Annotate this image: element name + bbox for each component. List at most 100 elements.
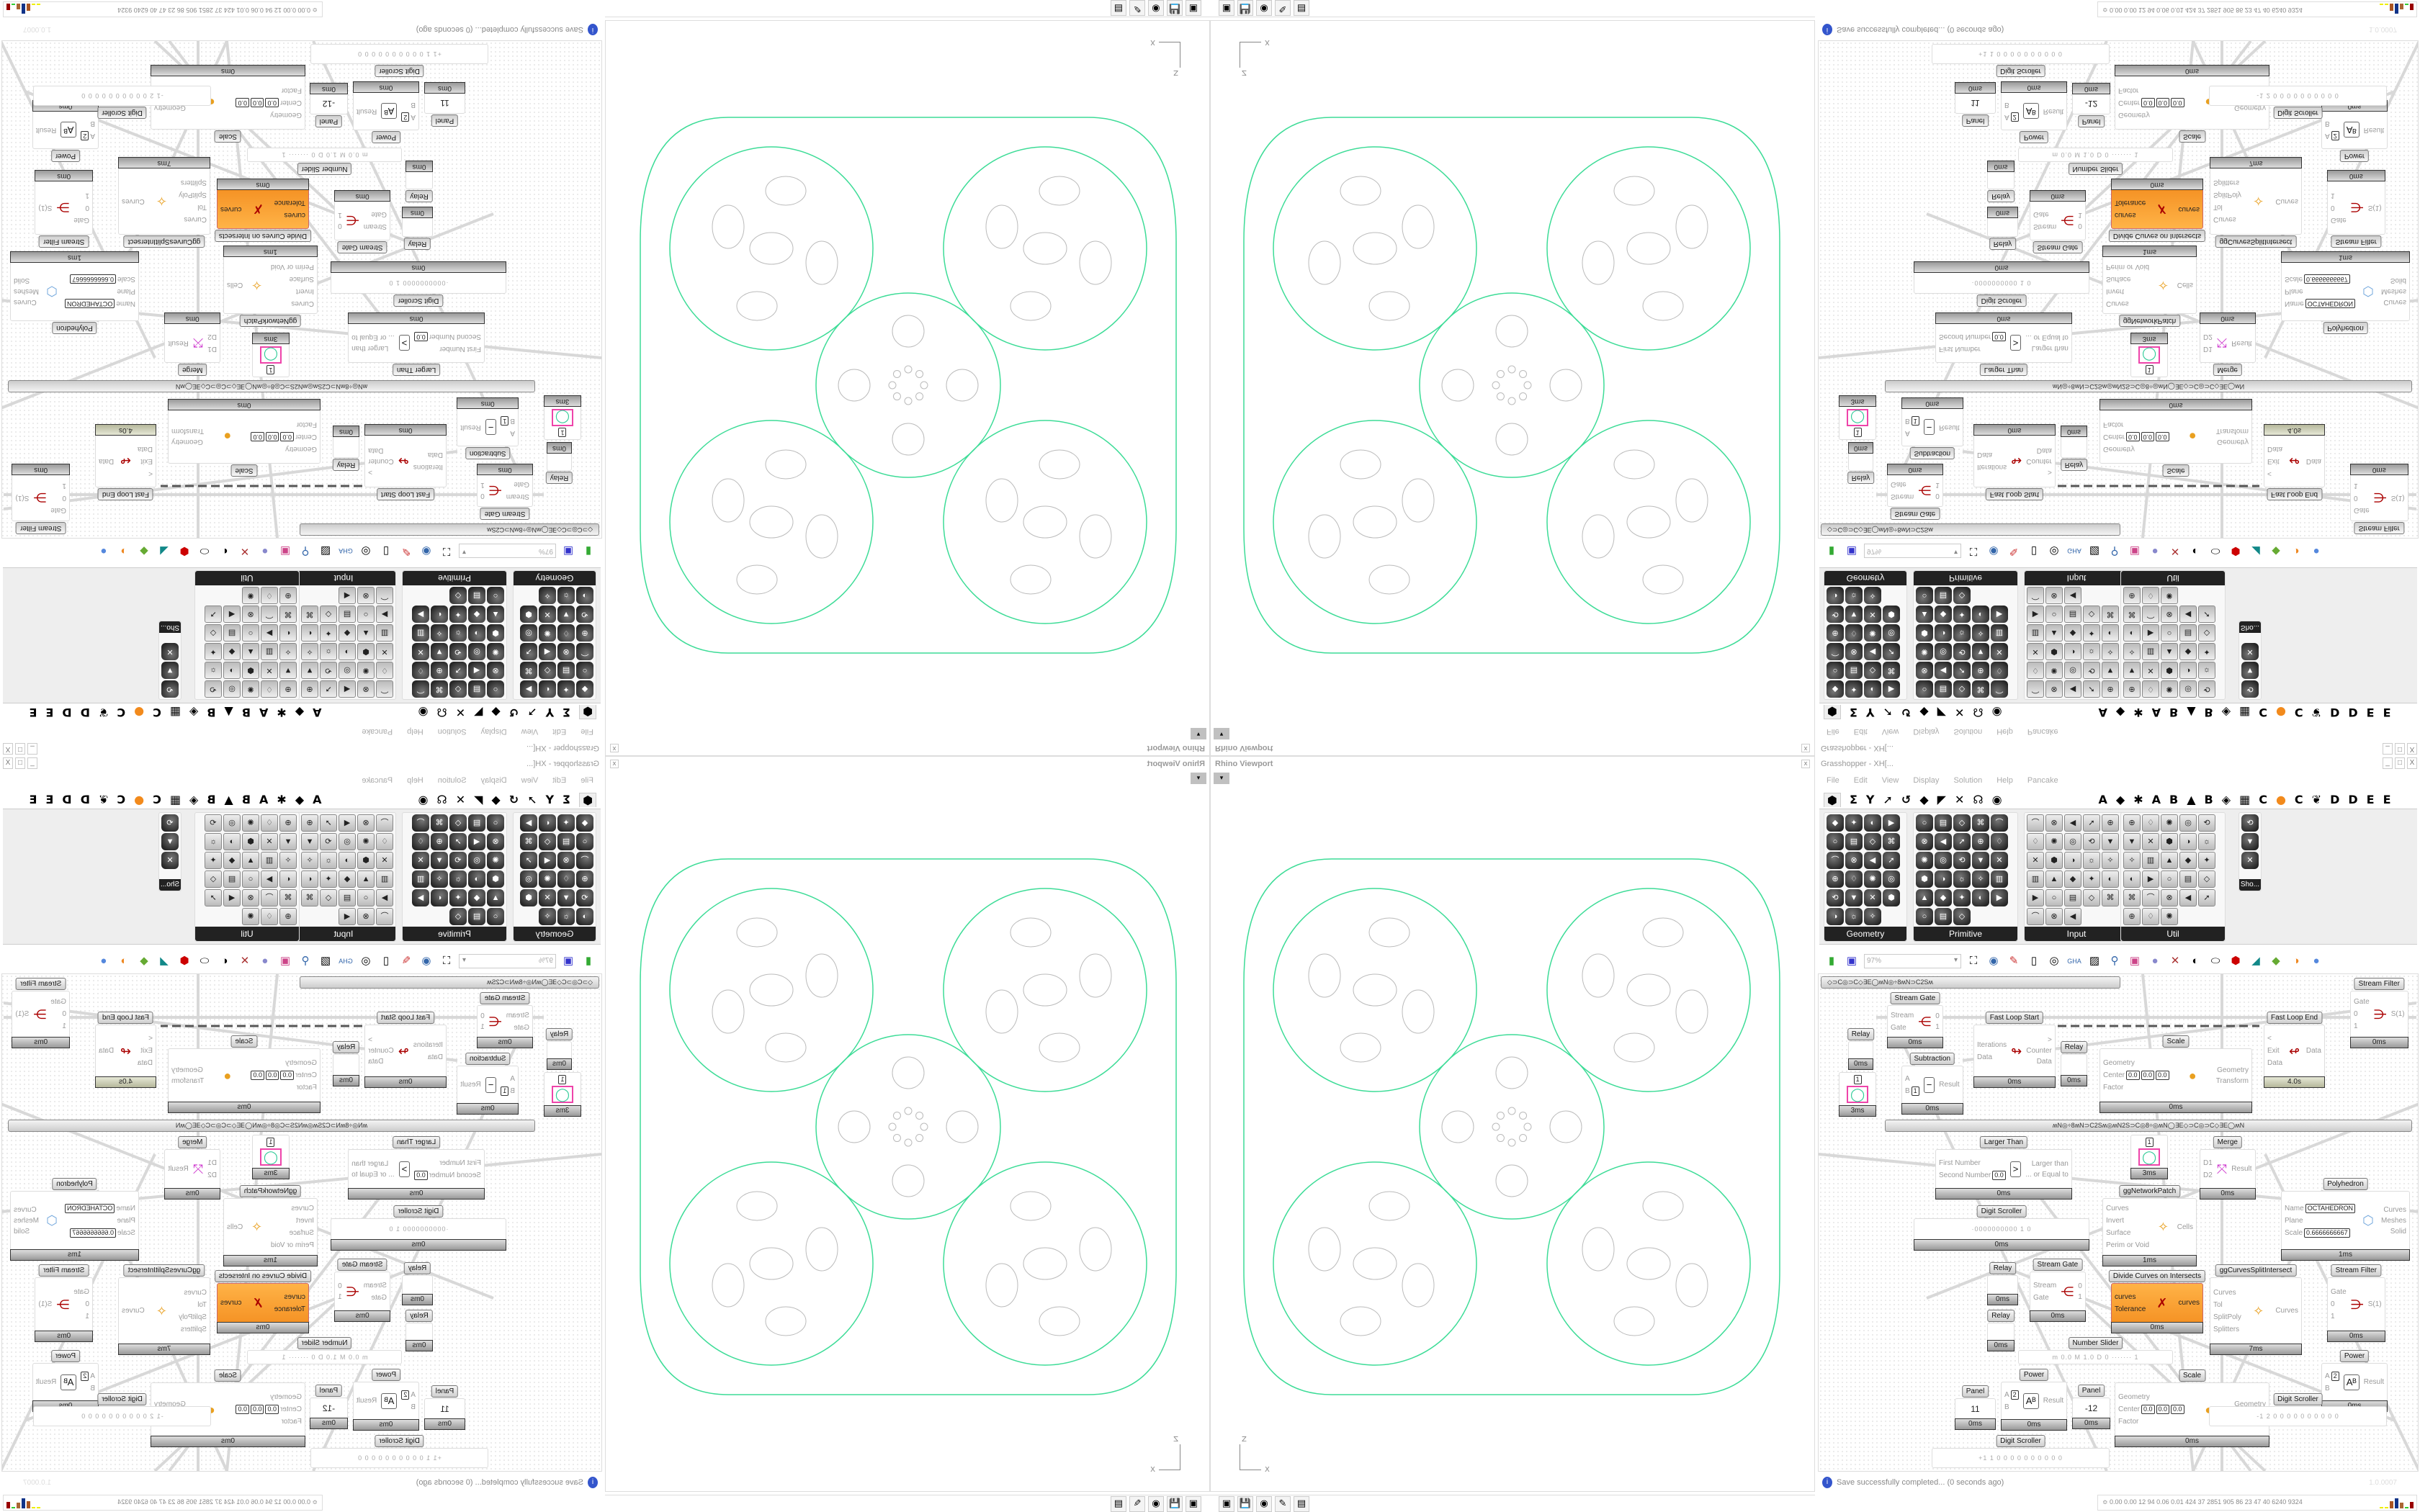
component-tool-icon[interactable]: ▶: [2142, 624, 2159, 642]
rhino-viewport[interactable]: Rhino Viewport x ▾ Z X: [605, 20, 1210, 756]
component-tool-icon[interactable]: ○: [357, 606, 375, 623]
component-tool-icon[interactable]: ◐: [2102, 870, 2119, 888]
input-value[interactable]: ·0000000000 1 0: [1971, 279, 2032, 287]
component-tool-icon[interactable]: ▲: [1916, 889, 1933, 906]
image-icon[interactable]: ▨: [2089, 955, 2100, 967]
menu-view[interactable]: View: [521, 776, 539, 785]
component-title[interactable]: Stream Filter: [39, 1264, 89, 1277]
component-tool-icon[interactable]: ◑: [2064, 643, 2081, 660]
input-value[interactable]: 0.0: [2156, 98, 2170, 107]
component-tool-icon[interactable]: ✺: [1864, 870, 1881, 888]
component-tool-icon[interactable]: ⬢: [487, 870, 504, 888]
input-param[interactable]: Gate: [2354, 998, 2370, 1006]
component-title[interactable]: Subtraction: [1909, 1053, 1955, 1065]
input-value[interactable]: 0.0: [265, 1071, 279, 1080]
wires-icon[interactable]: ✕: [2170, 545, 2180, 557]
output-param[interactable]: Larger than: [351, 344, 389, 353]
tab[interactable]: C: [117, 793, 126, 806]
input-value[interactable]: ·0000000000 1 0: [388, 279, 449, 287]
component-relay[interactable]: Relay 0ms: [332, 426, 360, 471]
component-larger-than[interactable]: Larger Than First Number Second Number 0.0 >…: [348, 1136, 485, 1200]
output-param[interactable]: Result: [1939, 1081, 1960, 1089]
menu-view[interactable]: View: [1881, 776, 1899, 785]
component-tool-icon[interactable]: ⌒: [1827, 643, 1844, 660]
component-title[interactable]: Scale: [214, 1369, 242, 1382]
component-tool-icon[interactable]: ♢: [376, 833, 393, 850]
component-tool-icon[interactable]: ◎: [1935, 852, 1952, 869]
package-icon[interactable]: ▣: [279, 545, 291, 557]
menu-display[interactable]: Display: [1913, 776, 1940, 785]
input-param[interactable]: Center: [279, 1405, 302, 1413]
input-param[interactable]: First Number: [1939, 1158, 1981, 1167]
component-tool-icon[interactable]: ◆: [468, 606, 485, 623]
component-panel[interactable]: Panel -12 0ms: [2072, 1385, 2110, 1429]
component-number-slider[interactable]: Number Slider m 0.0 M 1.0 D 0 ······· 1: [2018, 148, 2173, 175]
component-tool-icon[interactable]: ◇: [449, 908, 467, 925]
component-tool-icon[interactable]: ▲: [357, 624, 375, 642]
component-title[interactable]: Relay: [1987, 190, 2015, 202]
component-tool-icon[interactable]: ⬢: [1916, 870, 1933, 888]
component-title[interactable]: Stream Filter: [2354, 522, 2404, 534]
input-param[interactable]: Center: [2103, 1071, 2125, 1079]
component-tool-icon[interactable]: ✺: [242, 814, 259, 832]
component-tool-icon[interactable]: ▼: [279, 833, 297, 850]
component-tool-icon[interactable]: ▼: [161, 833, 179, 850]
component-title[interactable]: Divide Curves on Intersects: [2108, 230, 2206, 242]
component-title[interactable]: Relay: [1847, 1028, 1875, 1040]
output-param[interactable]: Result: [356, 1397, 377, 1405]
component-tool-icon[interactable]: ○: [487, 908, 504, 925]
input-param[interactable]: Gate: [514, 1023, 529, 1032]
preview-shaded-icon[interactable]: ◐: [221, 955, 228, 967]
firefox-icon[interactable]: ◉: [1148, 1496, 1164, 1512]
input-param[interactable]: Second Number: [1939, 333, 1991, 341]
tab[interactable]: A: [313, 706, 322, 719]
component-title[interactable]: Power: [371, 131, 401, 143]
component-tool-icon[interactable]: ○: [1916, 587, 1933, 604]
component-stream-filter[interactable]: Stream Filter Gate 0 1 ⋺ S(1) 0ms: [2350, 464, 2408, 534]
component-tool-icon[interactable]: ⌘: [520, 833, 537, 850]
input-param[interactable]: Iterations: [413, 463, 443, 472]
component-title[interactable]: Power: [2019, 1369, 2049, 1381]
input-param[interactable]: Geometry: [270, 111, 302, 119]
output-param[interactable]: Result: [2363, 126, 2385, 134]
component-tool-icon[interactable]: ⌒: [376, 814, 393, 832]
component-title[interactable]: Relay: [2060, 459, 2088, 471]
menu-view[interactable]: View: [1881, 727, 1899, 736]
component-tool-icon[interactable]: ☼: [557, 908, 575, 925]
input-param[interactable]: A: [2004, 113, 2009, 122]
component-tool-icon[interactable]: ⊕: [301, 814, 318, 832]
tab[interactable]: E: [2366, 706, 2375, 719]
component-tool-icon[interactable]: ◎: [520, 870, 537, 888]
input-param[interactable]: curves: [2115, 211, 2136, 220]
input-value[interactable]: 11: [1971, 98, 1980, 109]
tab[interactable]: ✱: [277, 793, 287, 806]
gha-icon[interactable]: GHA: [339, 958, 353, 965]
output-param[interactable]: Data: [2305, 1047, 2321, 1055]
tab[interactable]: A: [259, 793, 269, 806]
component-title[interactable]: Relay: [403, 1262, 431, 1274]
calculator-icon[interactable]: ▤: [1111, 1496, 1126, 1512]
output-param[interactable]: 0: [1935, 492, 1940, 500]
gha-icon[interactable]: GHA: [2067, 547, 2081, 554]
gh-canvas[interactable]: ◇⊃C◎⊃C◇∃E◯ʍN◎÷8ʍN⊃C2Sʍ ʍN◎÷8ʍN⊃C2Sʍ◎ʍN2S…: [1818, 40, 2419, 539]
component-tool-icon[interactable]: ▶: [376, 606, 393, 623]
component-tool-icon[interactable]: ◀: [1935, 662, 1952, 679]
component-tool-icon[interactable]: ◇: [320, 606, 337, 623]
component-tool-icon[interactable]: ◆: [339, 870, 356, 888]
tab[interactable]: A: [2098, 793, 2107, 806]
input-param[interactable]: Data: [1977, 1053, 1993, 1061]
input-param[interactable]: Stream: [363, 222, 387, 231]
input-value[interactable]: -1 2 0 0 0 0 0 0 0 0 0 0: [2257, 92, 2339, 100]
component-relay[interactable]: Relay 0ms: [2060, 426, 2088, 471]
component-tool-icon[interactable]: ✧: [2123, 643, 2141, 660]
input-value[interactable]: m 0.0 M 1.0 D 0 ······· 1: [2052, 1353, 2139, 1361]
component-tool-icon[interactable]: ⌘: [2123, 889, 2141, 906]
bake-icon[interactable]: ▯: [382, 545, 390, 557]
component-tool-icon[interactable]: ➚: [1883, 643, 1900, 660]
component-title[interactable]: ggCurvesSplitIntersect: [123, 1264, 205, 1277]
component-tool-icon[interactable]: ⊕: [279, 814, 297, 832]
component-stream-filter[interactable]: Stream Filter Gate 0 1 ⋺ S(1) 0ms: [2327, 170, 2385, 248]
component-title[interactable]: Relay: [1989, 1262, 2017, 1274]
input-value[interactable]: +1 1 0 0 0 0 0 0 0 0 0 0: [1978, 50, 2063, 58]
tab[interactable]: ▦: [2239, 706, 2251, 719]
